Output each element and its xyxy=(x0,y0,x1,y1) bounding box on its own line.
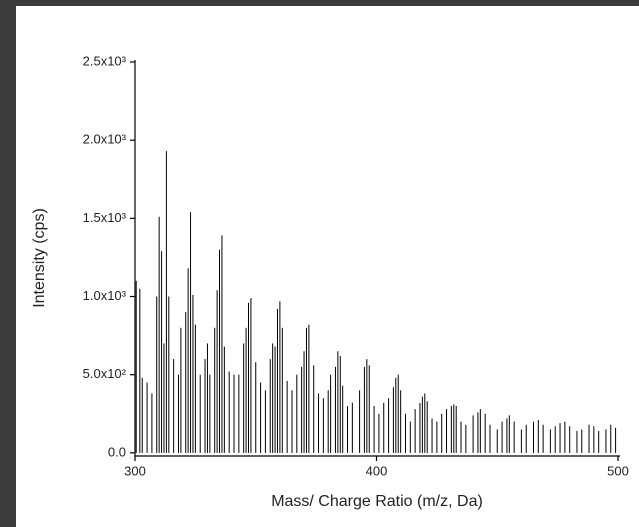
y-tick-label: 2.5x10³ xyxy=(83,53,127,68)
y-tick-label: 1.0x10³ xyxy=(83,288,127,303)
y-tick-label: 0.0 xyxy=(108,444,126,459)
x-tick-label: 400 xyxy=(366,463,388,478)
x-tick-label: 300 xyxy=(124,463,146,478)
y-tick-label: 2.0x10³ xyxy=(83,132,127,147)
y-tick-label: 5.0x10² xyxy=(83,366,127,381)
y-axis-label: Intensity (cps) xyxy=(31,208,48,308)
y-tick-label: 1.5x10³ xyxy=(83,210,127,225)
plot-background xyxy=(16,6,639,527)
x-tick-label: 500 xyxy=(607,463,629,478)
x-axis-label: Mass/ Charge Ratio (m/z, Da) xyxy=(271,493,483,510)
